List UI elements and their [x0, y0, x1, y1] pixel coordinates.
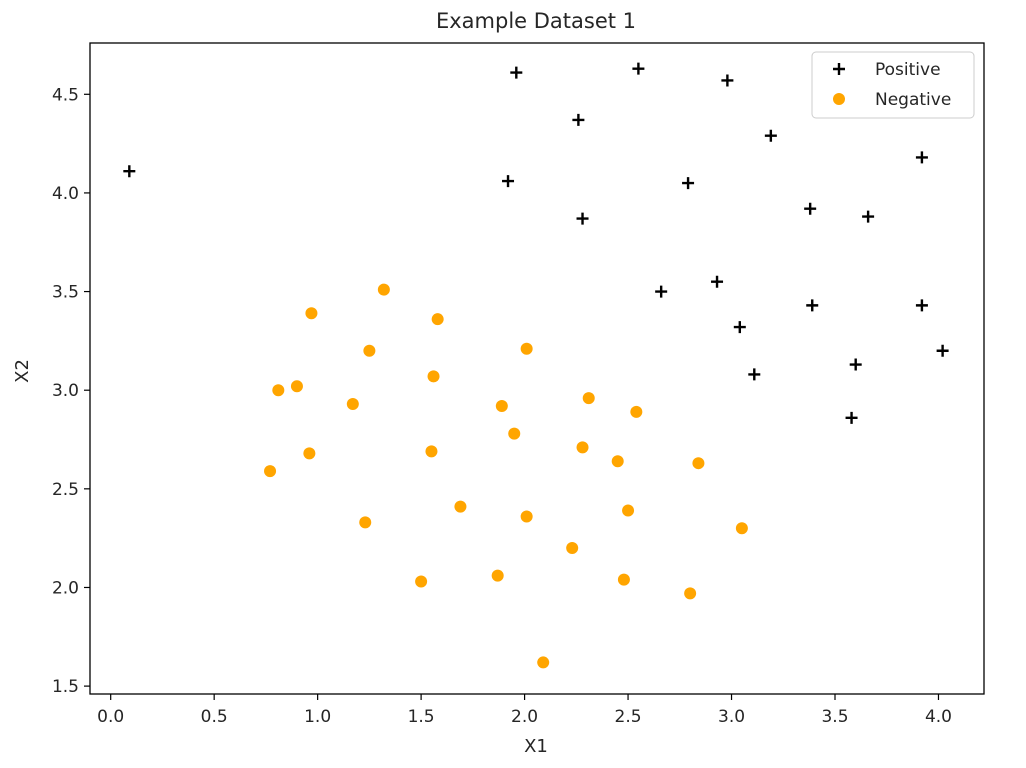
y-tick-label: 4.5 [52, 85, 79, 105]
x-tick-label: 0.5 [201, 707, 228, 727]
positive-point [682, 177, 695, 190]
x-tick-label: 1.0 [304, 707, 331, 727]
negative-point [305, 307, 318, 320]
y-tick-label: 1.5 [52, 677, 79, 697]
legend-box [811, 51, 975, 119]
negative-point [537, 656, 550, 669]
negative-point [491, 569, 504, 582]
legend-label-positive: Positive [875, 60, 941, 80]
negative-point [377, 283, 390, 296]
y-axis: 1.5 2.0 2.5 3.0 3.5 4.0 4.5 [52, 85, 90, 697]
negative-point [264, 465, 277, 478]
legend-marker-negative-icon [833, 93, 845, 105]
x-tick-label: 0.0 [97, 707, 124, 727]
data-points [123, 62, 949, 669]
negative-point [346, 398, 359, 411]
negative-point [576, 441, 589, 454]
y-tick-label: 4.0 [52, 184, 79, 204]
legend: Positive Negative [811, 51, 975, 119]
y-tick-label: 2.5 [52, 480, 79, 500]
positive-point [576, 212, 589, 225]
y-tick-label: 3.0 [52, 381, 79, 401]
negative-point [735, 522, 748, 535]
plot-area [89, 42, 985, 695]
negative-point [566, 542, 579, 555]
negative-point [508, 427, 521, 440]
positive-point [748, 368, 761, 381]
positive-point [845, 411, 858, 424]
positive-point [862, 210, 875, 223]
positive-point [510, 66, 523, 79]
y-tick-label: 2.0 [52, 578, 79, 598]
positive-point [936, 344, 949, 357]
negative-point [415, 575, 428, 588]
plot-frame [89, 42, 985, 695]
positive-point [655, 285, 668, 298]
positive-point [711, 275, 724, 288]
positive-point [721, 74, 734, 87]
negative-point [425, 445, 438, 458]
negative-point [303, 447, 316, 460]
negative-point [630, 405, 643, 418]
negative-point [431, 313, 444, 326]
negative-point [520, 510, 533, 523]
negative-point [582, 392, 595, 405]
positive-point [849, 358, 862, 371]
x-tick-label: 2.0 [511, 707, 538, 727]
x-tick-label: 1.5 [408, 707, 435, 727]
negative-point [495, 399, 508, 412]
series-negative [264, 283, 748, 669]
negative-point [427, 370, 440, 383]
negative-point [684, 587, 697, 600]
negative-point [272, 384, 285, 397]
x-tick-label: 3.0 [718, 707, 745, 727]
negative-point [617, 573, 630, 586]
negative-point [363, 344, 376, 357]
chart-title: Example Dataset 1 [436, 9, 636, 33]
legend-label-negative: Negative [875, 90, 951, 110]
negative-point [520, 342, 533, 355]
x-tick-label: 4.0 [925, 707, 952, 727]
x-axis-label: X1 [524, 736, 548, 757]
positive-point [572, 113, 585, 126]
y-axis-label: X2 [12, 359, 33, 383]
positive-point [123, 165, 136, 178]
positive-point [806, 299, 819, 312]
x-tick-label: 3.5 [821, 707, 848, 727]
negative-point [290, 380, 303, 393]
negative-point [359, 516, 372, 529]
positive-point [733, 321, 746, 334]
positive-point [915, 299, 928, 312]
y-tick-label: 3.5 [52, 283, 79, 303]
positive-point [764, 129, 777, 142]
positive-point [915, 151, 928, 164]
x-tick-label: 2.5 [615, 707, 642, 727]
positive-point [632, 62, 645, 75]
positive-point [804, 202, 817, 215]
x-axis: 0.0 0.5 1.0 1.5 2.0 2.5 3.0 3.5 4.0 [97, 694, 952, 727]
negative-point [611, 455, 624, 468]
positive-point [502, 175, 515, 188]
negative-point [622, 504, 635, 517]
negative-point [692, 457, 705, 470]
legend-marker-positive-icon [833, 63, 845, 75]
series-positive [123, 62, 949, 424]
negative-point [454, 500, 467, 513]
